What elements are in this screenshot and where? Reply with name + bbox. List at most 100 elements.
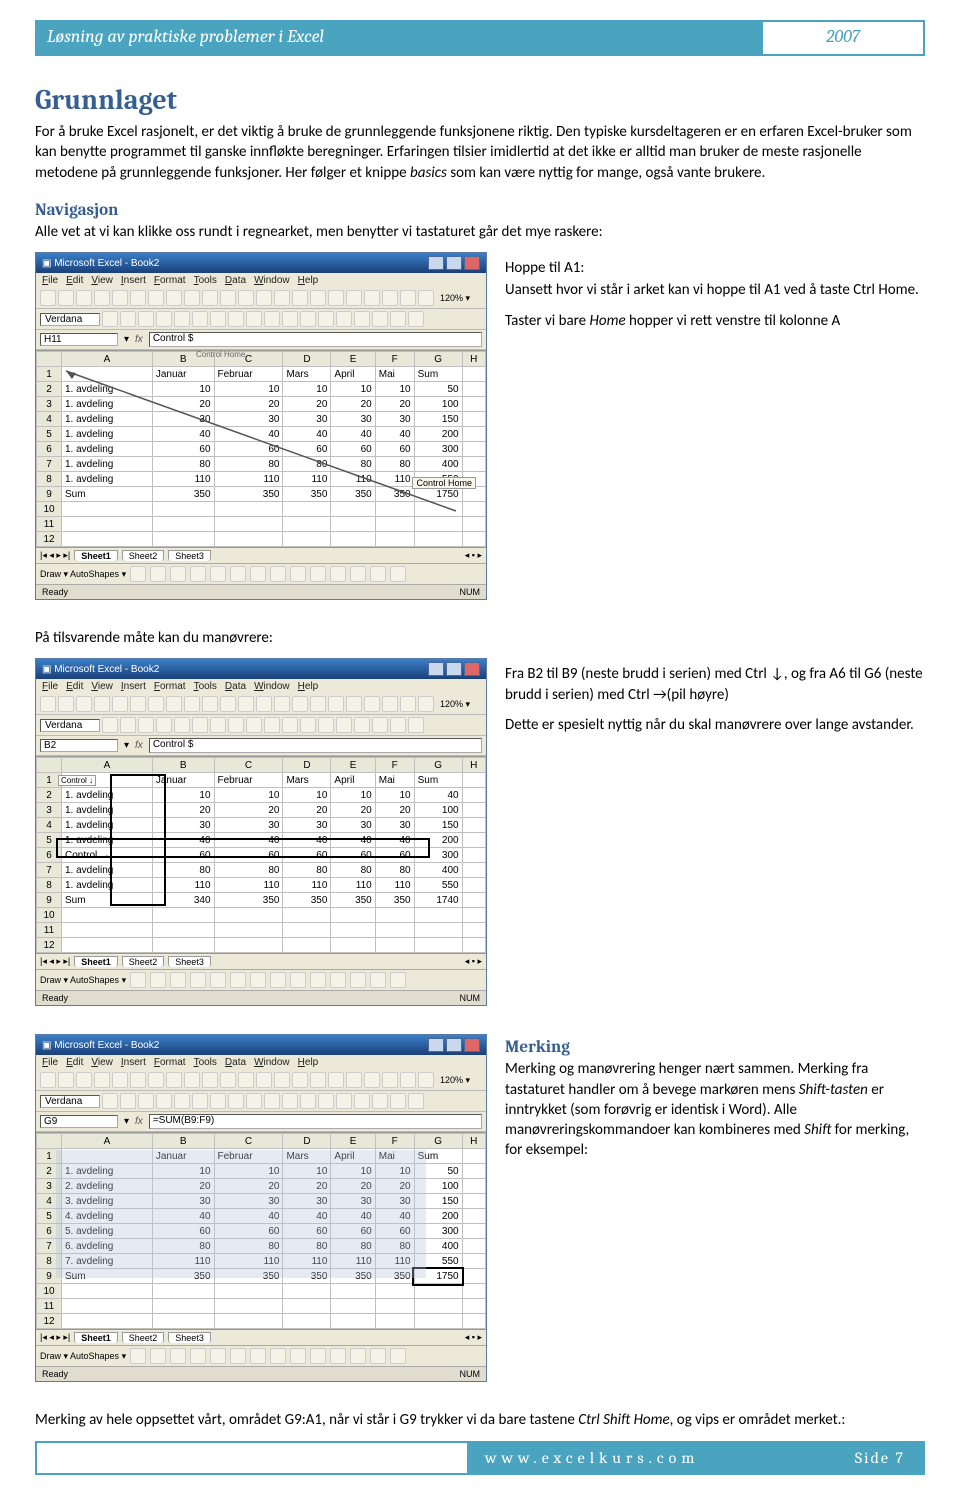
menu-item[interactable]: Window [254, 1057, 290, 1068]
col-header[interactable]: F [375, 758, 414, 773]
sheet-tab[interactable]: Sheet3 [168, 956, 211, 967]
cell[interactable]: 80 [331, 863, 375, 878]
toolbar-button[interactable] [220, 290, 236, 306]
toolbar-button[interactable] [336, 717, 352, 733]
cell[interactable]: 350 [214, 487, 283, 502]
toolbar-button[interactable] [238, 290, 254, 306]
col-header[interactable]: B [152, 1134, 214, 1149]
cell[interactable]: Sum [62, 893, 153, 908]
cell[interactable]: 10 [331, 788, 375, 803]
toolbar-button[interactable] [202, 696, 218, 712]
cell[interactable]: 80 [283, 1239, 331, 1254]
toolbar-button[interactable] [292, 290, 308, 306]
cell[interactable]: 60 [152, 848, 214, 863]
cell[interactable]: April [331, 773, 375, 788]
toolbar-button[interactable] [174, 1093, 190, 1109]
row-header[interactable]: 11 [37, 1299, 62, 1314]
cell[interactable]: 30 [331, 818, 375, 833]
toolbar-button[interactable] [228, 717, 244, 733]
toolbar-button[interactable] [210, 972, 226, 988]
row-header[interactable]: 6 [37, 848, 62, 863]
toolbar-button[interactable] [282, 717, 298, 733]
cell[interactable]: 10 [375, 788, 414, 803]
cell[interactable]: 350 [331, 1269, 375, 1284]
menu-item[interactable]: Format [154, 1057, 186, 1068]
cell[interactable]: 1. avdeling [62, 833, 153, 848]
toolbar-button[interactable] [372, 1093, 388, 1109]
toolbar-button[interactable] [170, 972, 186, 988]
cell[interactable]: Januar [152, 1149, 214, 1164]
col-header[interactable]: E [331, 758, 375, 773]
cell[interactable]: 30 [375, 412, 414, 427]
cell[interactable]: 80 [375, 1239, 414, 1254]
menu-item[interactable]: Insert [121, 681, 146, 692]
toolbar-button[interactable] [390, 972, 406, 988]
col-header[interactable]: C [214, 758, 283, 773]
col-header[interactable]: D [283, 352, 331, 367]
toolbar-button[interactable] [310, 1072, 326, 1088]
toolbar-button[interactable] [120, 717, 136, 733]
toolbar-button[interactable] [274, 696, 290, 712]
cell[interactable]: 30 [152, 412, 214, 427]
menu-item[interactable]: Data [225, 681, 246, 692]
cell[interactable]: 60 [214, 442, 283, 457]
cell[interactable]: 30 [214, 1194, 283, 1209]
row-header[interactable]: 8 [37, 472, 62, 487]
menu-item[interactable]: Data [225, 1057, 246, 1068]
cell[interactable]: 30 [375, 818, 414, 833]
col-header[interactable]: F [375, 1134, 414, 1149]
toolbar-button[interactable] [58, 290, 74, 306]
cell[interactable]: Sum [414, 367, 462, 382]
toolbar-button[interactable] [230, 972, 246, 988]
cell[interactable]: 350 [375, 893, 414, 908]
cell[interactable]: 60 [214, 1224, 283, 1239]
cell[interactable]: 150 [414, 1194, 462, 1209]
cell[interactable]: 110 [214, 1254, 283, 1269]
menu-item[interactable]: Edit [66, 681, 83, 692]
toolbar-button[interactable] [246, 311, 262, 327]
toolbar-button[interactable] [220, 696, 236, 712]
cell[interactable]: 1. avdeling [62, 442, 153, 457]
min-icon[interactable] [428, 662, 444, 676]
cell[interactable]: 110 [152, 1254, 214, 1269]
toolbar-button[interactable] [210, 1348, 226, 1364]
toolbar-button[interactable] [174, 311, 190, 327]
menu-item[interactable]: Tools [194, 1057, 217, 1068]
toolbar-button[interactable] [250, 972, 266, 988]
name-box[interactable]: B2 [40, 739, 118, 752]
cell[interactable]: 1. avdeling [62, 412, 153, 427]
cell[interactable]: Mars [283, 773, 331, 788]
cell[interactable]: 20 [331, 1179, 375, 1194]
toolbar-button[interactable] [40, 696, 56, 712]
cell[interactable]: 80 [214, 457, 283, 472]
cell[interactable]: 60 [214, 848, 283, 863]
cell[interactable]: 60 [283, 848, 331, 863]
cell[interactable]: 1. avdeling [62, 472, 153, 487]
row-header[interactable]: 7 [37, 863, 62, 878]
close-icon[interactable] [464, 1038, 480, 1052]
cell[interactable]: 20 [331, 397, 375, 412]
cell[interactable]: 200 [414, 833, 462, 848]
row-header[interactable]: 12 [37, 1314, 62, 1329]
cell[interactable]: 1740 [414, 893, 462, 908]
toolbar-button[interactable] [290, 566, 306, 582]
menu-item[interactable]: Format [154, 275, 186, 286]
cell[interactable]: 20 [283, 803, 331, 818]
toolbar-button[interactable] [350, 566, 366, 582]
toolbar-button[interactable] [372, 311, 388, 327]
toolbar-button[interactable] [318, 311, 334, 327]
toolbar-button[interactable] [250, 566, 266, 582]
cell[interactable]: 350 [375, 487, 414, 502]
toolbar-button[interactable] [408, 1093, 424, 1109]
row-header[interactable]: 3 [37, 1179, 62, 1194]
toolbar-button[interactable] [150, 1348, 166, 1364]
cell[interactable]: 350 [375, 1269, 414, 1284]
cell[interactable]: 50 [414, 1164, 462, 1179]
cell[interactable]: 100 [414, 803, 462, 818]
menu-item[interactable]: Help [298, 1057, 319, 1068]
col-header[interactable]: E [331, 352, 375, 367]
cell[interactable]: 40 [375, 427, 414, 442]
col-header[interactable]: B [152, 758, 214, 773]
cell[interactable]: 20 [214, 397, 283, 412]
toolbar-button[interactable] [292, 696, 308, 712]
